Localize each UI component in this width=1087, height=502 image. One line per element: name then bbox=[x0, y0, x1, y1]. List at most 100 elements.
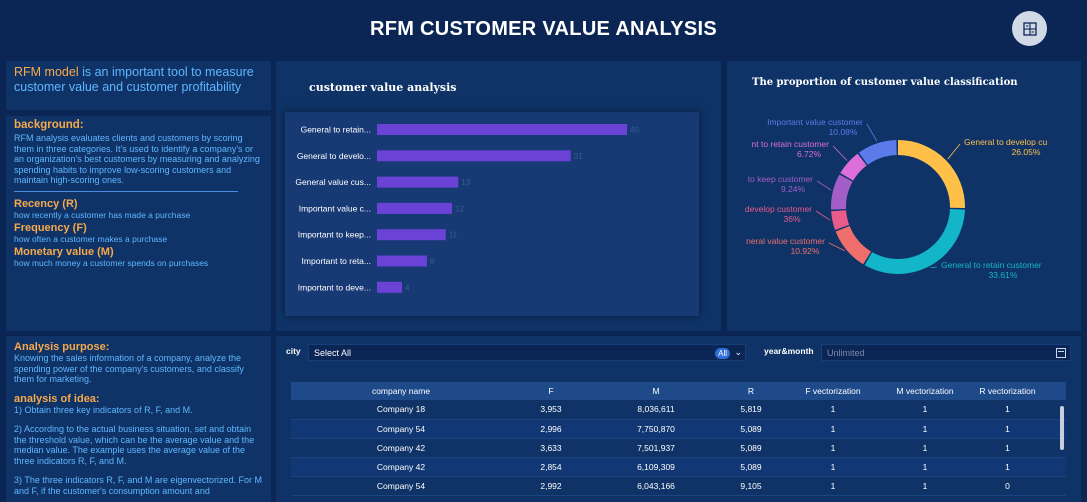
column-header[interactable]: F bbox=[511, 382, 591, 400]
table-cell: 1 bbox=[781, 457, 885, 477]
bar-category-label: General to retain... bbox=[301, 125, 371, 135]
date-placeholder: Unlimited bbox=[827, 348, 865, 358]
donut-slice bbox=[831, 174, 853, 210]
bar-category-label: Important to reta... bbox=[302, 256, 371, 266]
purpose-heading: Analysis purpose: bbox=[14, 341, 110, 353]
table-header-row: company name F M R F vectorization M vectoriz… bbox=[291, 382, 1066, 400]
bar-chart-panel: customer value analysis General to retai… bbox=[276, 61, 721, 331]
recency-desc: how recently a customer has made a purch… bbox=[14, 209, 191, 220]
table-cell: 6,109,309 bbox=[591, 457, 721, 477]
frequency-desc: how often a customer makes a purchase bbox=[14, 233, 168, 244]
table-cell: 1 bbox=[885, 419, 965, 439]
donut-pct-label: 26.05% bbox=[1012, 147, 1041, 157]
pie-chart-panel: The proportion of customer value classif… bbox=[727, 61, 1081, 331]
bar bbox=[377, 150, 571, 162]
city-select-value: Select All bbox=[314, 348, 352, 358]
column-header[interactable]: F vectorization bbox=[781, 382, 885, 400]
table-cell: 1 bbox=[781, 438, 885, 458]
pie-chart-title: The proportion of customer value classif… bbox=[752, 77, 1018, 88]
table-scrollbar[interactable] bbox=[1058, 402, 1066, 502]
table-cell: 5,089 bbox=[721, 457, 781, 477]
table-row[interactable]: Company 18 3,953 8,036,611 5,819 1 1 1 bbox=[291, 400, 1066, 420]
table-cell: Company 18 bbox=[291, 400, 511, 420]
frequency-label: Frequency (F) bbox=[14, 221, 87, 234]
grid-icon bbox=[1022, 21, 1037, 36]
table-cell: 1 bbox=[781, 419, 885, 439]
donut-label: develop customer bbox=[745, 204, 812, 214]
bar-chart-title: customer value analysis bbox=[309, 81, 457, 94]
column-header[interactable]: M vectorization bbox=[885, 382, 965, 400]
table-cell-spacer bbox=[1050, 457, 1066, 477]
table-row[interactable]: Company 54 2,996 7,750,870 5,089 1 1 1 bbox=[291, 419, 1066, 439]
table-cell: Company 42 bbox=[291, 438, 511, 458]
donut-leader-line bbox=[815, 210, 831, 221]
menu-button[interactable] bbox=[1012, 11, 1047, 46]
table-cell-spacer bbox=[1050, 476, 1066, 496]
purpose-body: Knowing the sales information of a compa… bbox=[14, 353, 244, 384]
bar bbox=[377, 176, 459, 188]
table-cell: 2,996 bbox=[511, 419, 591, 439]
table-cell: 1 bbox=[885, 438, 965, 458]
table-cell: 0 bbox=[965, 476, 1050, 496]
calendar-icon[interactable] bbox=[1056, 348, 1066, 358]
bar-category-label: Important to keep... bbox=[298, 230, 371, 240]
table-cell: 1 bbox=[781, 400, 885, 420]
donut-label: to keep customer bbox=[748, 174, 813, 184]
table-cell: 1 bbox=[885, 400, 965, 420]
donut-leader-line bbox=[816, 180, 832, 191]
table-cell: 1 bbox=[965, 457, 1050, 477]
background-panel: background: RFM analysis evaluates clien… bbox=[6, 116, 271, 331]
intro-text: RFM model is an important tool to measur… bbox=[14, 65, 263, 95]
filter-bar: city Select All All ⌄ year&month Unlimit… bbox=[276, 336, 1081, 376]
bar-category-label: General to develo... bbox=[297, 151, 371, 161]
bar-category-label: Important to deve... bbox=[298, 282, 371, 292]
idea-heading: analysis of idea: bbox=[14, 392, 100, 405]
donut-leader-line bbox=[828, 242, 845, 252]
column-header[interactable]: company name bbox=[291, 382, 511, 400]
scrollbar-thumb[interactable] bbox=[1060, 406, 1064, 450]
donut-leader-line bbox=[930, 266, 938, 269]
data-table: company name F M R F vectorization M vectoriz… bbox=[291, 382, 1066, 496]
donut-leader-line bbox=[947, 143, 961, 160]
column-header[interactable]: M bbox=[591, 382, 721, 400]
recency-label: Recency (R) bbox=[14, 197, 78, 210]
table-cell: 7,501,937 bbox=[591, 438, 721, 458]
divider bbox=[14, 190, 238, 192]
table-cell: 7,750,870 bbox=[591, 419, 721, 439]
column-header[interactable]: R vectorization bbox=[965, 382, 1050, 400]
donut-slice bbox=[864, 209, 965, 274]
background-body: RFM analysis evaluates clients and custo… bbox=[14, 133, 260, 185]
monetary-label: Monetary value (M) bbox=[14, 245, 114, 258]
table-row[interactable]: Company 42 3,633 7,501,937 5,089 1 1 1 bbox=[291, 438, 1066, 458]
idea-list: 1) Obtain three key indicators of R, F, … bbox=[14, 405, 263, 497]
date-label: year&month bbox=[764, 346, 814, 356]
table-cell: 5,089 bbox=[721, 438, 781, 458]
date-input[interactable]: Unlimited bbox=[821, 344, 1071, 361]
table-cell: 2,854 bbox=[511, 457, 591, 477]
table-cell: 3,633 bbox=[511, 438, 591, 458]
donut-leader-line bbox=[866, 123, 878, 142]
table-cell: 8,036,611 bbox=[591, 400, 721, 420]
column-header[interactable]: R bbox=[721, 382, 781, 400]
column-header-spacer bbox=[1050, 382, 1066, 400]
table-cell: 3,953 bbox=[511, 400, 591, 420]
intro-body: is an important tool to measure customer… bbox=[14, 65, 254, 94]
donut-leader-line bbox=[832, 145, 848, 161]
page-title: RFM CUSTOMER VALUE ANALYSIS bbox=[369, 18, 718, 40]
bar-chart-area: General to retain... 40 General to develo.… bbox=[285, 112, 699, 316]
table-row[interactable]: Company 42 2,854 6,109,309 5,089 1 1 1 bbox=[291, 457, 1066, 477]
donut-pct-label: 10.92% bbox=[791, 246, 820, 256]
table-cell: 1 bbox=[885, 476, 965, 496]
table-cell: Company 54 bbox=[291, 476, 511, 496]
table-cell: 1 bbox=[965, 438, 1050, 458]
idea-item-1: 1) Obtain three key indicators of R, F, … bbox=[14, 404, 193, 415]
donut-label: General to retain customer bbox=[941, 260, 1042, 270]
donut-pct-label: 9.24% bbox=[781, 184, 806, 194]
bar bbox=[377, 255, 427, 267]
table-row[interactable]: Company 54 2,992 6,043,166 9,105 1 1 0 bbox=[291, 476, 1066, 496]
bar bbox=[377, 229, 446, 241]
bar-value-label: 8 bbox=[430, 257, 435, 266]
donut-pct-label: 10.08% bbox=[829, 127, 858, 137]
city-select[interactable]: Select All All ⌄ bbox=[308, 344, 746, 361]
